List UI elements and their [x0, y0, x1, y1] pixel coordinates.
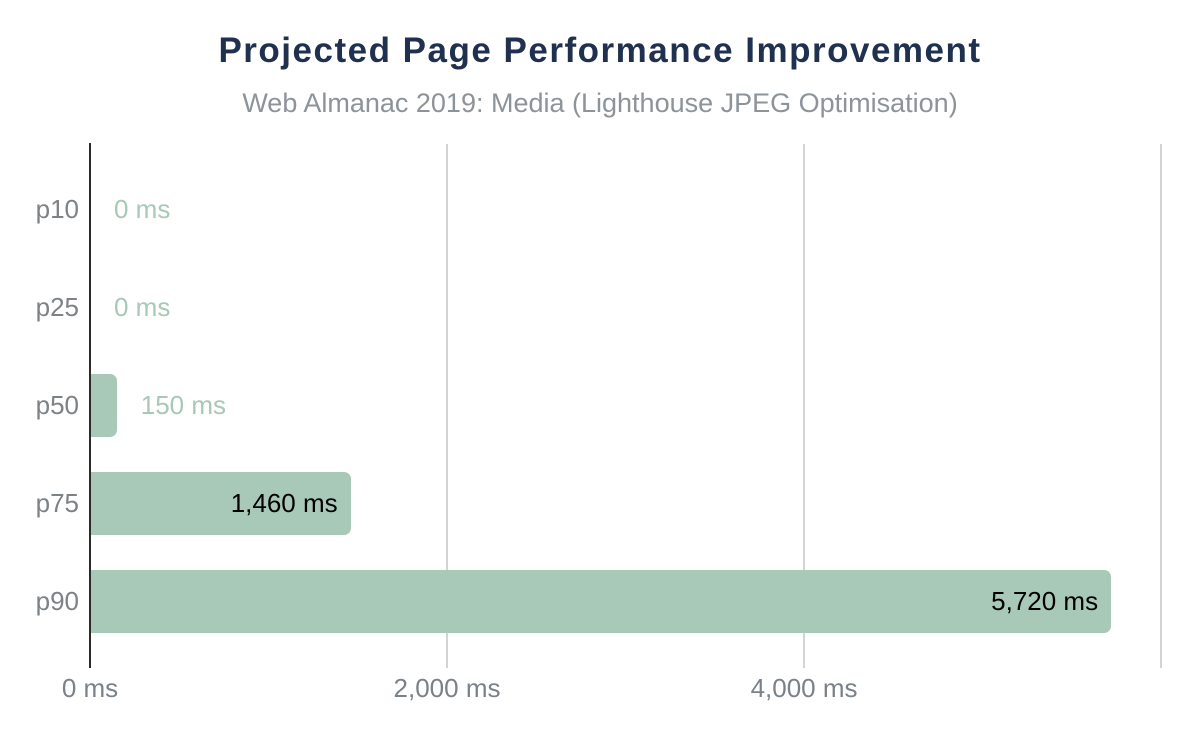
y-axis-line	[89, 143, 91, 668]
gridline	[1160, 144, 1163, 668]
category-label: p75	[35, 488, 79, 518]
bar	[91, 471, 351, 535]
gridline	[803, 144, 806, 668]
value-label: 150 ms	[140, 390, 227, 420]
value-label: 5,720 ms	[991, 586, 1099, 616]
category-label: p50	[35, 390, 79, 420]
category-label: p90	[35, 586, 79, 616]
value-label: 0 ms	[114, 194, 171, 224]
gridline	[446, 144, 449, 668]
category-label: p25	[35, 292, 79, 322]
x-tick-label: 4,000 ms	[750, 673, 858, 703]
chart-title: Projected Page Performance Improvement	[218, 31, 982, 70]
chart-subtitle: Web Almanac 2019: Media (Lighthouse JPEG…	[242, 88, 958, 118]
x-tick-label: 0 ms	[61, 673, 119, 703]
value-label: 1,460 ms	[230, 488, 338, 518]
value-label: 0 ms	[114, 292, 171, 322]
bar	[91, 373, 117, 437]
category-label: p10	[35, 194, 79, 224]
x-tick-label: 2,000 ms	[393, 673, 501, 703]
bar	[91, 569, 1112, 633]
